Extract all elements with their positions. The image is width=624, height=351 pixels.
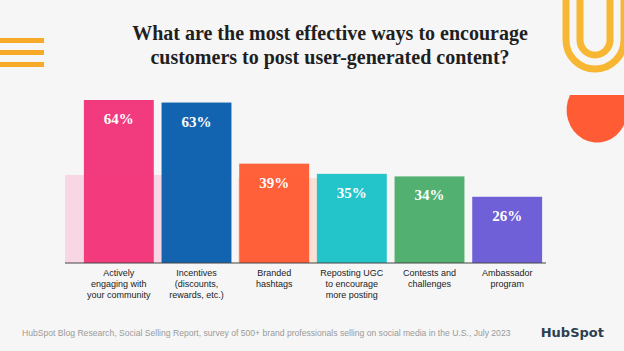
data-label: 26% [492,208,522,224]
text-line: rewards, etc.) [169,290,224,300]
bar [317,174,387,263]
bar [239,164,309,263]
category-label: Contests andchallenges [403,268,456,289]
labels: 64% Activelyengaging withyour community 63… [87,111,532,300]
stripe [0,62,44,67]
source: HubSpot Blog Research, Social Selling Re… [22,328,511,338]
bar [395,176,465,263]
text-line: Reposting UGC [320,268,384,278]
data-label: 35% [337,185,367,201]
title: What are the most effective ways to enco… [132,22,528,69]
text-line: hashtags [256,279,293,289]
arc [580,0,610,55]
chart-root: What are the most effective ways to enco… [0,0,624,351]
text-line: (discounts, [175,279,219,289]
category-label: Reposting UGCto encouragemore posting [320,268,384,300]
text-line: Ambassador [482,268,533,278]
text-line: customers to post user-generated content… [150,46,509,69]
chart: What are the most effective ways to enco… [0,0,624,351]
half-disc [567,95,624,143]
category-label: Incentives(discounts,rewards, etc.) [169,268,224,300]
text-line: What are the most effective ways to enco… [132,22,528,45]
stripe [0,38,44,43]
text-line: to encourage [326,279,379,289]
text-line: program [490,279,524,289]
data-label: 39% [259,175,289,191]
text-line: challenges [408,279,452,289]
logo: HubSpot [541,325,604,340]
category-label: Brandedhashtags [256,268,293,289]
bars [84,100,542,263]
background [0,0,624,351]
bar [84,100,154,263]
baseline [65,263,546,264]
data-label: 64% [104,111,134,127]
text-line: more posting [326,290,378,300]
text-line: Contests and [403,268,456,278]
bar [472,197,542,263]
text-line: Actively [103,268,135,278]
stripe [0,50,44,55]
text-line: your community [87,290,151,300]
arc [566,0,624,69]
category-label: Activelyengaging withyour community [87,268,151,300]
text-line: Branded [257,268,291,278]
text-line: engaging with [91,279,147,289]
text-line: Incentives [176,268,217,278]
category-label: Ambassadorprogram [482,268,533,289]
data-label: 63% [182,114,212,130]
bar [162,103,232,263]
data-label: 34% [415,187,445,203]
